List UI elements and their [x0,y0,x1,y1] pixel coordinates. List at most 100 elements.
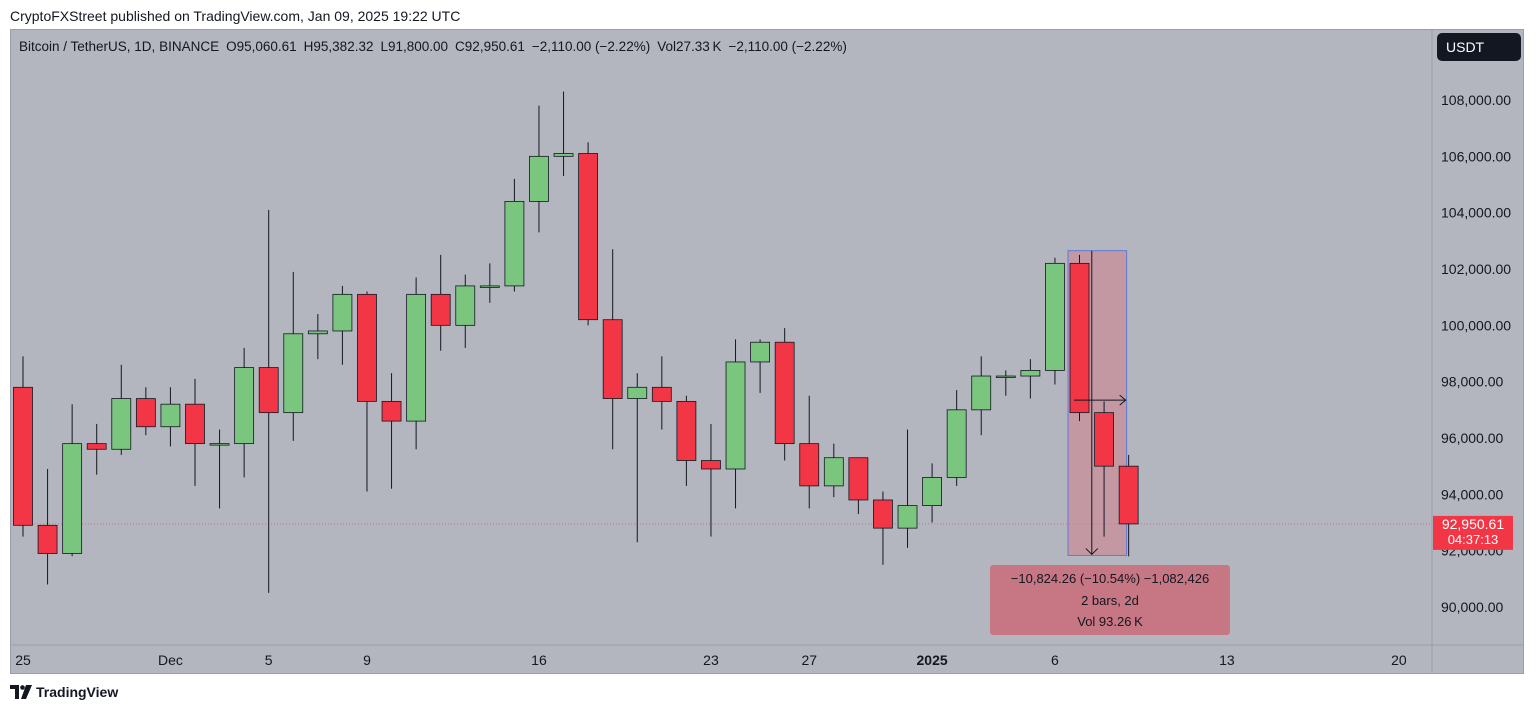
candle-down [1094,412,1114,467]
y-tick-label: 108,000.00 [1441,92,1511,108]
candle-down [774,341,795,445]
candle-up [406,293,427,422]
candle-up [479,285,500,288]
currency-button-bg [1437,33,1521,61]
candle-down [185,403,205,445]
candle-down [1118,465,1139,525]
candle-down [258,367,279,414]
candle-up [750,341,770,363]
y-tick-label: 104,000.00 [1441,205,1511,221]
measure-vertical-arrowhead [1085,548,1099,556]
measure-bars-text: 2 bars, 2d [1081,593,1139,608]
legend-symbol: Bitcoin / TetherUS, 1D, BINANCE [19,39,219,54]
x-tick-label: 23 [703,652,719,668]
x-tick-label: 9 [363,652,371,668]
candle-down [651,386,672,402]
legend-close-value: 92,950.61 [465,39,525,54]
measure-info-box: −10,824.26 (−10.54%) −1,082,426 2 bars, 2… [990,565,1230,635]
x-tick-label: 16 [531,652,547,668]
candle-up [922,477,942,506]
candle-down [701,460,721,470]
x-tick-label: 5 [265,652,273,668]
legend-open-label: O [226,39,237,54]
candle-up [627,386,648,399]
candle-down [135,398,156,428]
chart-legend: Bitcoin / TetherUS, 1D, BINANCE O95,060.6… [19,39,847,54]
x-tick-label: 27 [801,652,817,668]
candle-up [823,457,844,487]
candle-up [62,443,83,554]
tradingview-logo[interactable]: TradingView [10,684,118,700]
y-tick-label: 98,000.00 [1441,374,1503,390]
candle-down [86,443,107,450]
published-by-line: CryptoFXStreet published on TradingView.… [10,8,461,24]
x-tick-label: 13 [1219,652,1235,668]
y-tick-label: 96,000.00 [1441,430,1503,446]
x-tick-label: 20 [1391,652,1407,668]
candle-up [946,409,967,478]
candle-down [430,293,451,326]
legend-change: −2,110.00 (−2.22%) [532,39,650,54]
candle-up [307,330,328,335]
candle-up [553,153,574,157]
current-price-value: 92,950.61 [1442,516,1504,532]
candlestick-chart[interactable]: −10,824.26 (−10.54%) −1,082,426 2 bars, 2… [0,0,1536,680]
candle-up [897,505,918,529]
candle-down [357,293,377,402]
candle-down [13,386,33,526]
candle-up [529,155,549,202]
candle-up [725,361,746,470]
measure-change-text: −10,824.26 (−10.54%) −1,082,426 [1011,571,1209,586]
y-tick-label: 102,000.00 [1441,261,1511,277]
measure-horizontal-arrowhead [1119,394,1127,406]
legend-low-value: 91,800.00 [388,39,448,54]
legend-low-label: L [380,39,388,54]
candle-up [234,367,255,445]
y-tick-label: 94,000.00 [1441,486,1503,502]
candle-down [1069,262,1090,414]
candle-up [111,398,132,450]
y-tick-label: 106,000.00 [1441,148,1511,164]
candle-down [578,153,599,321]
candle-up [504,200,525,287]
x-tick-label: 25 [15,652,31,668]
legend-volume-value: 27.33 K [676,39,722,54]
candle-up [455,285,476,326]
candle-up [1020,369,1041,377]
legend-close-label: C [455,39,465,54]
candle-down [848,457,869,501]
candle-up [283,333,304,414]
measure-info-background [990,565,1230,635]
current-price-label-bg [1433,515,1513,550]
candle-up [995,375,1016,378]
candle-up [332,293,353,332]
legend-open-value: 95,060.61 [237,39,297,54]
candle-up [209,443,230,446]
x-tick-label: 6 [1051,652,1059,668]
legend-high-label: H [304,39,314,54]
candle-up [971,375,992,411]
legend-high-value: 95,382.32 [313,39,373,54]
tradingview-icon [10,685,32,699]
measure-volume-text: Vol 93.26 K [1077,614,1143,629]
candle-up [160,403,181,428]
candles [13,91,1139,593]
candle-down [799,443,820,487]
legend-volume-change: −2,110.00 (−2.22%) [728,39,846,54]
x-tick-label: 2025 [917,652,948,668]
y-tick-label: 100,000.00 [1441,317,1511,333]
candle-down [381,400,402,422]
candle-down [873,499,893,529]
tradingview-brand: TradingView [36,684,119,700]
candle-down [37,524,58,554]
bar-countdown: 04:37:13 [1448,532,1499,547]
x-tick-label: Dec [158,652,183,668]
candle-up [1045,262,1065,371]
y-tick-label: 90,000.00 [1441,599,1503,615]
candle-down [602,319,623,399]
currency-button[interactable]: USDT [1437,33,1521,61]
candle-down [676,400,697,461]
legend-volume-label: Vol [657,39,676,54]
currency-label: USDT [1446,39,1485,55]
